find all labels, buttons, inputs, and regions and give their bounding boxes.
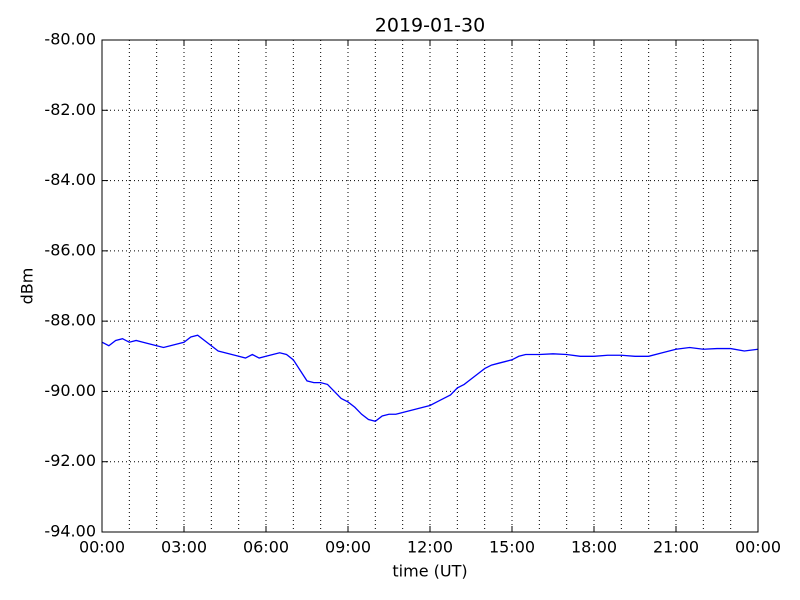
y-tick-label: -82.00 bbox=[44, 100, 96, 119]
x-tick-label: 21:00 bbox=[653, 538, 699, 557]
x-tick-label: 18:00 bbox=[571, 538, 617, 557]
x-tick-label: 00:00 bbox=[79, 538, 125, 557]
y-tick-label: -92.00 bbox=[44, 451, 96, 470]
x-tick-label: 15:00 bbox=[489, 538, 535, 557]
y-tick-label: -88.00 bbox=[44, 311, 96, 330]
y-axis-label: dBm bbox=[18, 268, 37, 305]
x-axis-label: time (UT) bbox=[392, 562, 467, 581]
x-tick-label: 03:00 bbox=[161, 538, 207, 557]
y-tick-label: -94.00 bbox=[44, 522, 96, 541]
y-tick-label: -86.00 bbox=[44, 240, 96, 259]
x-tick-label: 09:00 bbox=[325, 538, 371, 557]
data-line bbox=[101, 334, 759, 423]
y-tick-label: -90.00 bbox=[44, 381, 96, 400]
x-tick-label: 06:00 bbox=[243, 538, 289, 557]
chart-title: 2019-01-30 bbox=[375, 15, 485, 37]
y-tick-label: -84.00 bbox=[44, 170, 96, 189]
x-tick-label: 12:00 bbox=[407, 538, 453, 557]
plot-frame bbox=[101, 39, 759, 533]
x-tick-label: 00:00 bbox=[735, 538, 781, 557]
y-tick-label: -80.00 bbox=[44, 30, 96, 49]
